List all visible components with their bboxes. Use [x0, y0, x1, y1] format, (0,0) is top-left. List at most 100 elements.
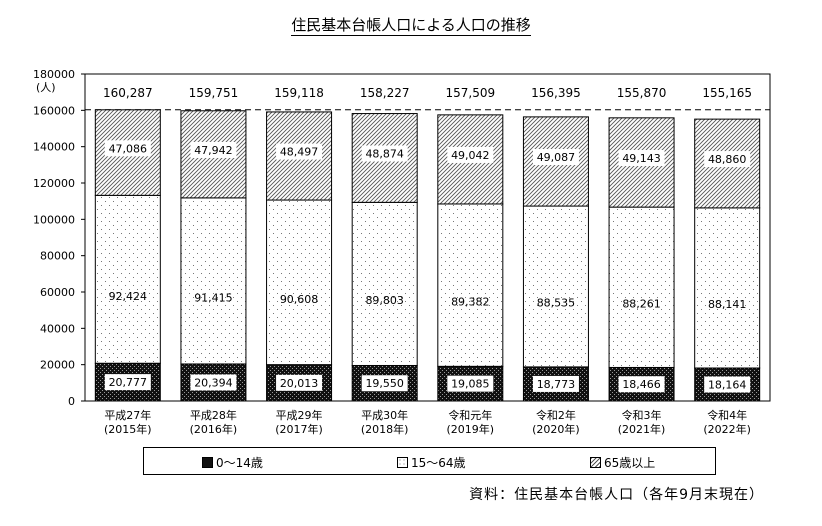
legend: 0～14歳 15～64歳 65歳以上: [143, 447, 716, 475]
data-label-working: 91,415: [194, 292, 233, 305]
y-tick-label: 120000: [33, 177, 75, 190]
x-tick-label-year: (2021年): [618, 422, 666, 436]
x-tick-label: 平成29年: [276, 408, 323, 422]
total-label: 159,751: [189, 86, 239, 100]
data-label-young: 18,164: [708, 379, 747, 392]
data-label-bg: [276, 143, 323, 160]
total-label: 156,395: [531, 86, 581, 100]
chart-title-text: 住民基本台帳人口による人口の推移: [291, 16, 531, 36]
data-label-young: 20,394: [194, 376, 233, 389]
data-label-bg: [704, 376, 751, 393]
bar-segment-working: [694, 207, 761, 369]
bar-segment-working: [608, 206, 675, 368]
x-tick-label: 令和3年: [622, 408, 662, 422]
chart-title: 住民基本台帳人口による人口の推移: [0, 14, 822, 36]
bar-segment-working: [351, 201, 418, 366]
legend-label-working: 15～64歳: [411, 456, 466, 470]
legend-swatch-young: [202, 457, 213, 468]
data-label-bg: [704, 151, 751, 168]
data-label-working: 89,803: [365, 294, 404, 307]
x-tick-label: 令和元年: [448, 408, 492, 422]
x-tick-label: 平成28年: [190, 408, 237, 422]
data-label-bg: [618, 150, 665, 167]
data-label-elderly: 47,942: [194, 144, 233, 157]
legend-swatch-elderly: [590, 457, 601, 468]
plot-frame: [84, 73, 771, 402]
y-tick-label: 140000: [33, 141, 75, 154]
data-label-elderly: 49,143: [622, 152, 661, 165]
x-tick-label-year: (2019年): [447, 422, 495, 436]
data-label-young: 18,773: [537, 378, 576, 391]
y-tick-label: 160000: [33, 104, 75, 117]
data-label-bg: [190, 141, 237, 158]
y-tick-label: 80000: [40, 250, 75, 263]
y-tick-label: 0: [68, 395, 75, 408]
total-label: 155,870: [617, 86, 667, 100]
x-tick-label: 平成30年: [361, 408, 408, 422]
data-label-bg: [618, 376, 665, 393]
data-label-young: 20,777: [109, 376, 148, 389]
legend-item-working: 15～64歳: [397, 454, 466, 471]
data-label-bg: [104, 374, 151, 391]
data-label-elderly: 47,086: [109, 142, 148, 155]
bar-segment-working: [266, 199, 333, 366]
x-tick-label-year: (2022年): [703, 422, 751, 436]
total-label: 157,509: [446, 86, 496, 100]
data-label-elderly: 49,042: [451, 149, 490, 162]
y-tick-label: 20000: [40, 359, 75, 372]
source-note: 資料：住民基本台帳人口（各年9月末現在）: [469, 487, 764, 503]
data-label-bg: [361, 375, 408, 392]
legend-item-young: 0～14歳: [202, 454, 263, 471]
legend-label-young: 0～14歳: [216, 456, 263, 470]
x-tick-label-year: (2016年): [190, 422, 238, 436]
x-tick-label: 平成27年: [104, 408, 151, 422]
data-label-working: 89,382: [451, 295, 490, 308]
x-tick-label-year: (2015年): [104, 422, 152, 436]
y-tick-label: 60000: [40, 286, 75, 299]
data-label-bg: [361, 145, 408, 162]
x-tick-label-year: (2020年): [532, 422, 580, 436]
data-label-bg: [447, 375, 494, 392]
total-label: 159,118: [274, 86, 324, 100]
total-label: 155,165: [702, 86, 752, 100]
data-label-working: 90,608: [280, 293, 319, 306]
data-label-elderly: 48,497: [280, 146, 319, 159]
y-unit-label: (人): [36, 81, 56, 94]
data-label-elderly: 49,087: [537, 151, 576, 164]
legend-item-elderly: 65歳以上: [590, 454, 655, 471]
y-tick-label: 180000: [33, 68, 75, 81]
data-label-bg: [447, 146, 494, 163]
data-label-young: 19,550: [365, 377, 404, 390]
legend-swatch-working: [397, 457, 408, 468]
total-label: 160,287: [103, 86, 153, 100]
x-tick-label-year: (2017年): [275, 422, 323, 436]
data-label-working: 88,535: [537, 297, 576, 310]
data-label-elderly: 48,860: [708, 153, 747, 166]
axis-layer: 0 20000 40000 60000 80000 100000 120000 140000 1…: [33, 68, 771, 436]
data-label-working: 92,424: [109, 290, 148, 303]
data-label-bg: [276, 374, 323, 391]
data-label-bg: [104, 140, 151, 157]
x-tick-label: 令和2年: [536, 408, 576, 422]
data-label-bg: [190, 374, 237, 391]
bar-segment-working: [522, 205, 589, 368]
bar-segment-working: [94, 194, 161, 364]
data-label-bg: [532, 149, 579, 166]
x-tick-label: 令和4年: [707, 408, 747, 422]
x-tick-label-year: (2018年): [361, 422, 409, 436]
data-label-elderly: 48,874: [365, 148, 404, 161]
data-label-working: 88,141: [708, 298, 747, 311]
bar-segment-working: [180, 197, 247, 365]
data-label-working: 88,261: [622, 297, 661, 310]
bar-segment-working: [437, 203, 504, 367]
data-label-young: 20,013: [280, 377, 319, 390]
legend-label-elderly: 65歳以上: [604, 456, 656, 470]
data-label-bg: [532, 375, 579, 392]
y-tick-label: 40000: [40, 322, 75, 335]
y-tick-label: 100000: [33, 213, 75, 226]
labels-layer: 20,777 92,424 47,086 160,287 20,394 91,415 47,…: [103, 86, 752, 393]
total-label: 158,227: [360, 86, 410, 100]
data-label-young: 18,466: [622, 378, 661, 391]
data-label-young: 19,085: [451, 378, 490, 391]
